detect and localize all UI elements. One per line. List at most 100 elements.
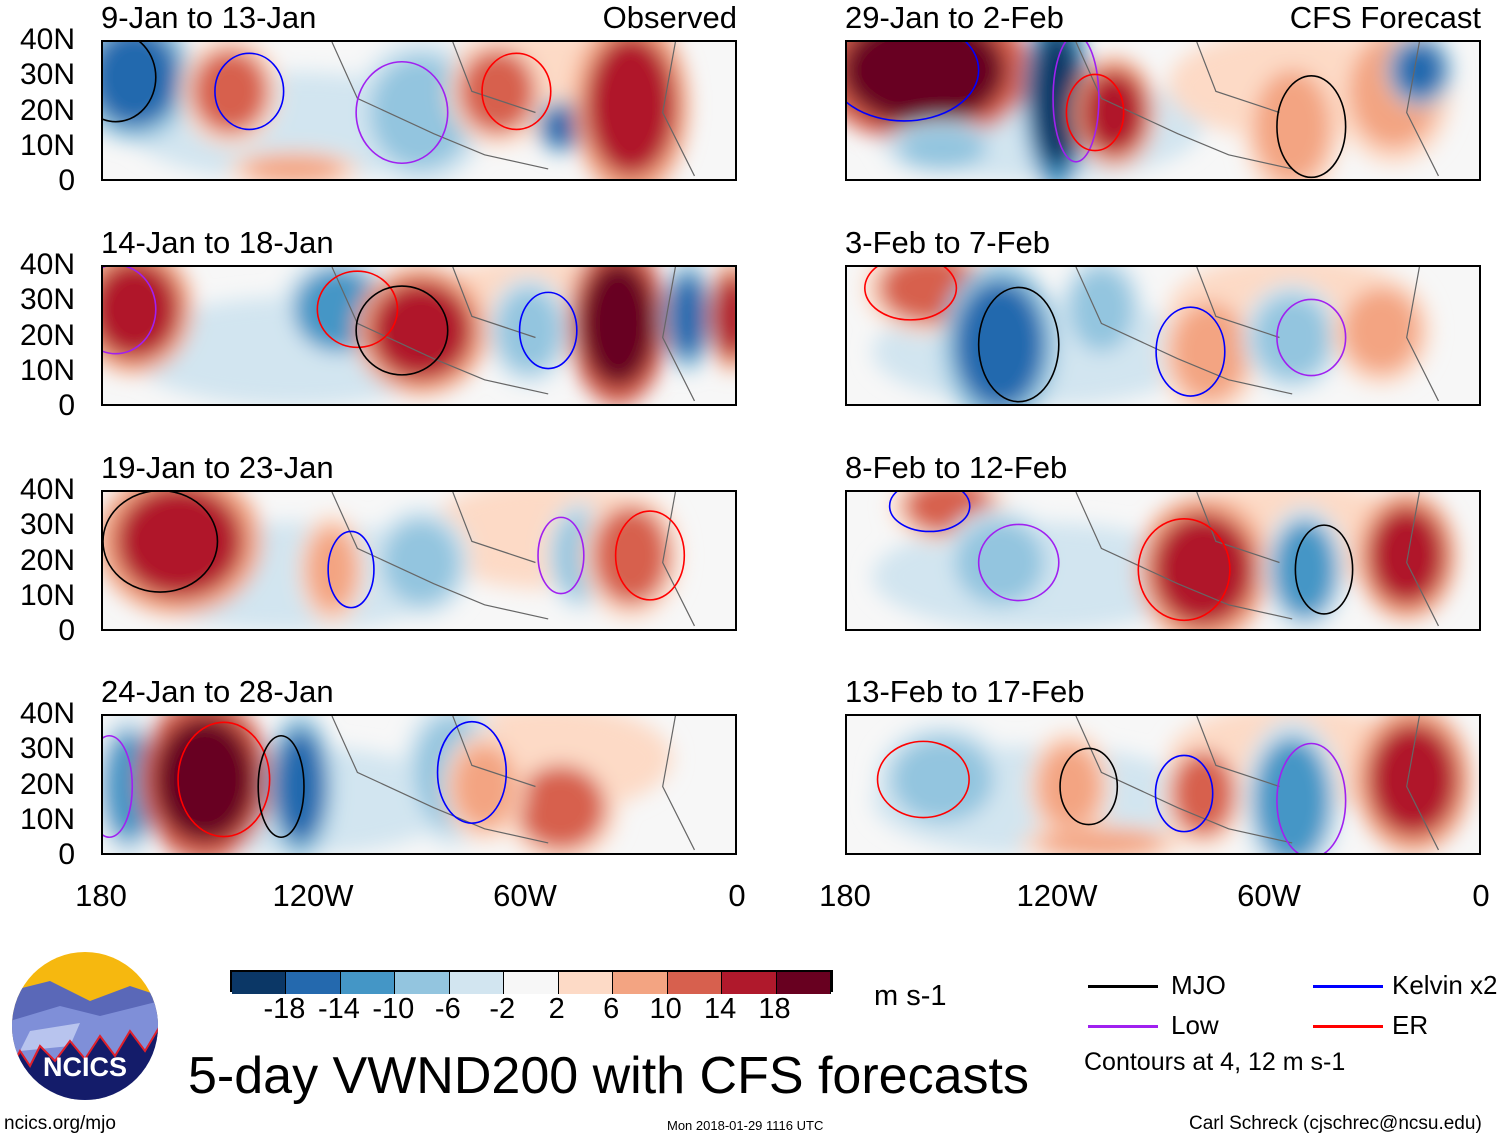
latitude-label: 10N — [19, 128, 75, 162]
longitude-label: 60W — [1237, 878, 1301, 913]
filtered-wave-contour — [537, 516, 585, 595]
filtered-wave-contour — [1154, 754, 1214, 833]
longitude-label: 120W — [272, 878, 354, 913]
legend-label-low: Low — [1171, 1010, 1219, 1040]
filtered-wave-contour — [355, 285, 449, 376]
wind-anomaly-region — [274, 730, 326, 843]
latitude-label: 40N — [19, 473, 75, 506]
colorbar-units: m s-1 — [874, 980, 947, 1012]
filtered-wave-contour — [518, 291, 578, 370]
wind-anomaly-region — [541, 105, 580, 148]
filtered-wave-contour — [103, 267, 157, 355]
ncics-logo: NCICS — [12, 952, 158, 1100]
legend-line-er — [1313, 1025, 1383, 1028]
latitude-label: 10N — [19, 578, 75, 612]
latitude-label: 0 — [58, 389, 75, 422]
colorbar-label: -10 — [372, 993, 415, 1025]
wind-anomaly-region — [955, 281, 1045, 404]
wind-anomaly-region — [1254, 70, 1331, 179]
colorbar-swatch — [232, 972, 287, 994]
vwnd-map-panel — [101, 490, 737, 631]
legend-line-low — [1088, 1025, 1158, 1028]
wind-anomaly-region — [1037, 744, 1102, 829]
colorbar-swatch — [340, 972, 396, 994]
filtered-wave-contour — [327, 530, 375, 609]
wind-anomaly-region — [452, 744, 517, 829]
colorbar-swatch — [449, 972, 505, 994]
latitude-label: 20N — [19, 767, 75, 801]
wind-anomaly-region — [497, 288, 561, 373]
wind-anomaly-region — [1069, 267, 1134, 352]
wind-anomaly-region — [580, 267, 657, 387]
latitude-label: 40N — [19, 697, 75, 730]
filtered-wave-contour — [1276, 75, 1347, 179]
wind-anomaly-region — [669, 274, 708, 359]
filtered-wave-contour — [103, 734, 134, 839]
panel-title: 13-Feb to 17-Feb — [845, 674, 1085, 709]
latitude-label: 20N — [19, 318, 75, 352]
latitude-label: 0 — [58, 614, 75, 647]
footer-author: Carl Schreck (cjschrec@ncsu.edu) — [1189, 1113, 1482, 1134]
longitude-label: 0 — [1472, 878, 1490, 913]
colorbar-swatch — [667, 972, 723, 994]
coastline — [331, 492, 696, 627]
wind-anomaly-region — [103, 267, 180, 359]
legend-label-er: ER — [1392, 1010, 1429, 1040]
filtered-wave-contour — [876, 740, 970, 819]
latitude-label: 10N — [19, 802, 75, 836]
contour-note: Contours at 4, 12 m s-1 — [1084, 1048, 1346, 1076]
footer-url: ncics.org/mjo — [4, 1113, 116, 1134]
colorbar-label: -18 — [263, 993, 306, 1025]
coastline — [1075, 267, 1440, 402]
panel-title: 14-Jan to 18-Jan — [101, 225, 334, 260]
vwnd-map-panel — [845, 40, 1481, 181]
filtered-wave-contour — [888, 492, 971, 533]
longitude-label: 60W — [493, 878, 557, 913]
wind-anomaly-region — [382, 520, 460, 605]
wind-anomaly-region — [192, 49, 269, 134]
panel-title: 24-Jan to 28-Jan — [101, 674, 334, 709]
filtered-wave-contour — [1137, 517, 1231, 622]
wind-anomaly-region — [306, 527, 358, 612]
vwnd-map-panel — [101, 40, 737, 181]
colorbar-swatch — [776, 972, 831, 994]
wind-anomaly-region — [1171, 751, 1235, 836]
coastline — [331, 267, 696, 402]
filtered-wave-contour — [103, 42, 157, 123]
filtered-wave-contour — [355, 60, 449, 165]
coastline — [1075, 42, 1440, 177]
latitude-label: 20N — [19, 543, 75, 577]
logo-text: NCICS — [43, 1052, 127, 1082]
wind-anomaly-region — [1254, 737, 1331, 853]
filtered-wave-contour — [257, 734, 305, 839]
longitude-label: 120W — [1016, 878, 1098, 913]
wind-anomaly-region — [897, 126, 987, 169]
filtered-wave-contour — [1065, 73, 1125, 152]
panel-title: 9-Jan to 13-Jan — [101, 0, 317, 35]
longitude-label: 0 — [728, 878, 746, 913]
coastline — [331, 42, 696, 177]
wind-anomaly-region — [242, 154, 345, 179]
filtered-wave-contour — [1155, 306, 1226, 397]
colorbar-label: 10 — [649, 993, 682, 1025]
vwnd-map-panel — [845, 490, 1481, 631]
panel-tag: Observed — [602, 0, 737, 35]
colorbar-swatch — [286, 972, 341, 994]
main-title: 5-day VWND200 with CFS forecasts — [188, 1047, 1029, 1105]
longitude-label: 180 — [819, 878, 871, 913]
footer-timestamp: Mon 2018-01-29 1116 UTC — [667, 1118, 824, 1133]
wind-anomaly-region — [1273, 520, 1337, 619]
colorbar-label: 2 — [548, 993, 565, 1025]
filtered-wave-contour — [481, 52, 552, 131]
wind-anomaly-region — [1037, 828, 1165, 853]
wind-anomaly-region — [153, 716, 256, 843]
filtered-wave-contour — [1276, 742, 1347, 853]
colorbar-label: -6 — [434, 993, 461, 1025]
vwnd-map-panel — [101, 714, 737, 855]
colorbar-swatch — [613, 972, 668, 994]
latitude-label: 40N — [19, 23, 75, 56]
colorbar-swatch — [558, 972, 614, 994]
filtered-wave-contour — [103, 492, 219, 593]
latitude-label: 10N — [19, 353, 75, 387]
wind-anomaly-region — [1393, 42, 1445, 99]
